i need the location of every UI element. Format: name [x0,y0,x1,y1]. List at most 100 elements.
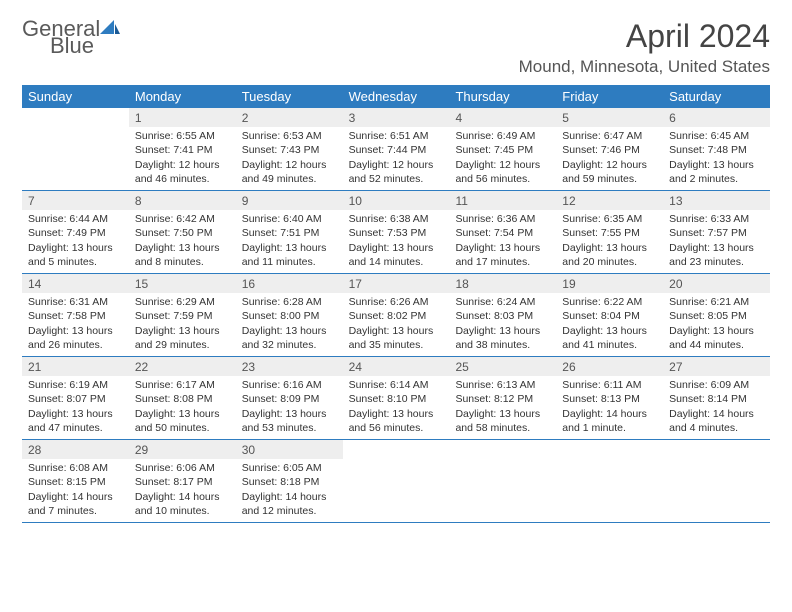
day-cell: 24Sunrise: 6:14 AMSunset: 8:10 PMDayligh… [343,357,450,439]
day-number: 18 [449,274,556,293]
sunrise-text: Sunrise: 6:44 AM [28,212,123,226]
day-number: 16 [236,274,343,293]
sunset-text: Sunset: 8:13 PM [562,392,657,406]
day-number: 22 [129,357,236,376]
day-number: 29 [129,440,236,459]
day-cell: 20Sunrise: 6:21 AMSunset: 8:05 PMDayligh… [663,274,770,356]
sunset-text: Sunset: 8:15 PM [28,475,123,489]
daylight-text: Daylight: 13 hours and 17 minutes. [455,241,550,269]
day-number: 19 [556,274,663,293]
day-number: 2 [236,108,343,127]
week-row: 28Sunrise: 6:08 AMSunset: 8:15 PMDayligh… [22,440,770,523]
sunset-text: Sunset: 8:18 PM [242,475,337,489]
day-cell [449,440,556,522]
sunrise-text: Sunrise: 6:08 AM [28,461,123,475]
logo: General Blue [22,18,120,64]
sunrise-text: Sunrise: 6:38 AM [349,212,444,226]
sunset-text: Sunset: 7:54 PM [455,226,550,240]
title-block: April 2024 Mound, Minnesota, United Stat… [519,18,770,77]
day-number: 25 [449,357,556,376]
sunrise-text: Sunrise: 6:26 AM [349,295,444,309]
week-row: 7Sunrise: 6:44 AMSunset: 7:49 PMDaylight… [22,191,770,274]
daylight-text: Daylight: 14 hours and 12 minutes. [242,490,337,518]
daylight-text: Daylight: 13 hours and 32 minutes. [242,324,337,352]
weekday-header: Wednesday [343,85,450,108]
day-body: Sunrise: 6:26 AMSunset: 8:02 PMDaylight:… [343,293,450,356]
day-number: 6 [663,108,770,127]
daylight-text: Daylight: 13 hours and 26 minutes. [28,324,123,352]
daylight-text: Daylight: 13 hours and 41 minutes. [562,324,657,352]
day-body: Sunrise: 6:38 AMSunset: 7:53 PMDaylight:… [343,210,450,273]
weekday-header: Friday [556,85,663,108]
sunset-text: Sunset: 7:53 PM [349,226,444,240]
month-title: April 2024 [519,18,770,55]
daylight-text: Daylight: 13 hours and 47 minutes. [28,407,123,435]
daylight-text: Daylight: 14 hours and 1 minute. [562,407,657,435]
sunrise-text: Sunrise: 6:19 AM [28,378,123,392]
daylight-text: Daylight: 13 hours and 5 minutes. [28,241,123,269]
day-cell: 1Sunrise: 6:55 AMSunset: 7:41 PMDaylight… [129,108,236,190]
weekday-header: Saturday [663,85,770,108]
day-number: 1 [129,108,236,127]
sunrise-text: Sunrise: 6:55 AM [135,129,230,143]
sunrise-text: Sunrise: 6:33 AM [669,212,764,226]
day-body: Sunrise: 6:19 AMSunset: 8:07 PMDaylight:… [22,376,129,439]
day-cell: 15Sunrise: 6:29 AMSunset: 7:59 PMDayligh… [129,274,236,356]
daylight-text: Daylight: 13 hours and 35 minutes. [349,324,444,352]
sunset-text: Sunset: 7:58 PM [28,309,123,323]
daylight-text: Daylight: 12 hours and 52 minutes. [349,158,444,186]
daylight-text: Daylight: 13 hours and 53 minutes. [242,407,337,435]
day-body: Sunrise: 6:49 AMSunset: 7:45 PMDaylight:… [449,127,556,190]
sunrise-text: Sunrise: 6:45 AM [669,129,764,143]
daylight-text: Daylight: 14 hours and 4 minutes. [669,407,764,435]
day-number [343,440,450,443]
day-number: 7 [22,191,129,210]
day-body: Sunrise: 6:42 AMSunset: 7:50 PMDaylight:… [129,210,236,273]
weekday-header: Monday [129,85,236,108]
sunset-text: Sunset: 7:51 PM [242,226,337,240]
daylight-text: Daylight: 14 hours and 10 minutes. [135,490,230,518]
sunrise-text: Sunrise: 6:49 AM [455,129,550,143]
daylight-text: Daylight: 13 hours and 29 minutes. [135,324,230,352]
sunset-text: Sunset: 7:59 PM [135,309,230,323]
day-cell: 8Sunrise: 6:42 AMSunset: 7:50 PMDaylight… [129,191,236,273]
daylight-text: Daylight: 13 hours and 14 minutes. [349,241,444,269]
day-cell: 21Sunrise: 6:19 AMSunset: 8:07 PMDayligh… [22,357,129,439]
day-body: Sunrise: 6:31 AMSunset: 7:58 PMDaylight:… [22,293,129,356]
daylight-text: Daylight: 13 hours and 50 minutes. [135,407,230,435]
sunset-text: Sunset: 8:05 PM [669,309,764,323]
day-number: 27 [663,357,770,376]
week-row: 14Sunrise: 6:31 AMSunset: 7:58 PMDayligh… [22,274,770,357]
week-row: 1 Sunrise: 6:55 AMSunset: 7:41 PM Daylight… [22,108,770,191]
sunrise-text: Sunrise: 6:09 AM [669,378,764,392]
week-row: 21Sunrise: 6:19 AMSunset: 8:07 PMDayligh… [22,357,770,440]
day-body: Sunrise: 6:33 AMSunset: 7:57 PMDaylight:… [663,210,770,273]
sunset-text: Sunset: 7:49 PM [28,226,123,240]
daylight-text: Daylight: 13 hours and 20 minutes. [562,241,657,269]
day-number: 9 [236,191,343,210]
day-body: Sunrise: 6:16 AMSunset: 8:09 PMDaylight:… [236,376,343,439]
weeks-container: 1 Sunrise: 6:55 AMSunset: 7:41 PM Daylight… [22,108,770,523]
daylight-text: Daylight: 13 hours and 38 minutes. [455,324,550,352]
sunrise-text: Sunrise: 6:42 AM [135,212,230,226]
day-cell: 10Sunrise: 6:38 AMSunset: 7:53 PMDayligh… [343,191,450,273]
sunset-text: Sunset: 8:03 PM [455,309,550,323]
sunrise-text: Sunrise: 6:24 AM [455,295,550,309]
daylight-text: Daylight: 13 hours and 56 minutes. [349,407,444,435]
day-number: 21 [22,357,129,376]
day-cell: 19Sunrise: 6:22 AMSunset: 8:04 PMDayligh… [556,274,663,356]
sunset-text: Sunset: 7:57 PM [669,226,764,240]
day-body: Sunrise: 6:05 AMSunset: 8:18 PMDaylight:… [236,459,343,522]
weekday-header: Sunday [22,85,129,108]
day-number: 26 [556,357,663,376]
day-cell [663,440,770,522]
day-number: 15 [129,274,236,293]
day-body: Sunrise: 6:14 AMSunset: 8:10 PMDaylight:… [343,376,450,439]
sunset-text: Sunset: 7:43 PM [242,143,337,157]
day-cell: 27Sunrise: 6:09 AMSunset: 8:14 PMDayligh… [663,357,770,439]
sunset-text: Sunset: 8:07 PM [28,392,123,406]
sunset-text: Sunset: 8:12 PM [455,392,550,406]
sunset-text: Sunset: 7:41 PM [135,143,230,157]
daylight-text: Daylight: 13 hours and 11 minutes. [242,241,337,269]
sunrise-text: Sunrise: 6:22 AM [562,295,657,309]
